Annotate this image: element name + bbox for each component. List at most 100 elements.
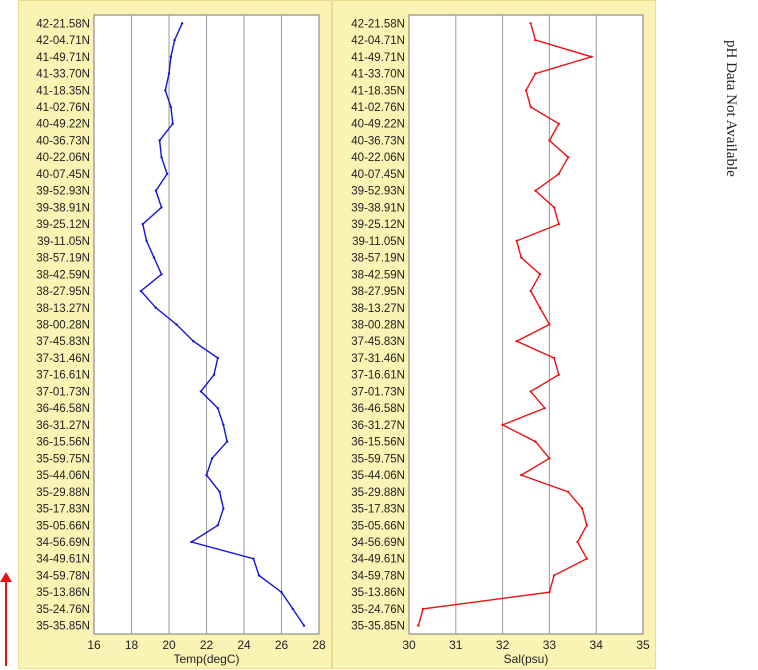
temp-y-tick-label: 36-15.56N <box>36 437 90 449</box>
sal-data-point <box>515 340 518 343</box>
temp-y-tick-label: 36-31.27N <box>36 420 90 432</box>
sal-y-tick-label: 39-52.93N <box>351 186 405 198</box>
sal-data-point <box>576 540 579 544</box>
sal-y-tick-label: 41-18.35N <box>351 85 405 97</box>
sal-y-tick-label: 35-05.66N <box>351 520 405 532</box>
temp-data-point <box>210 457 214 460</box>
temp-x-tick-label: 16 <box>87 638 101 652</box>
temp-y-tick-label: 35-13.86N <box>36 587 90 599</box>
temp-data-point <box>173 38 176 42</box>
temp-data-point <box>160 156 163 159</box>
sal-y-tick-label: 40-36.73N <box>351 135 405 147</box>
sal-data-point <box>557 373 560 376</box>
temp-data-point <box>171 122 174 125</box>
temp-data-point <box>158 139 161 142</box>
sal-y-tick-label: 35-29.88N <box>351 487 405 499</box>
temp-y-tick-label: 35-05.66N <box>36 520 90 532</box>
sal-data-point <box>548 457 551 460</box>
sal-y-tick-label: 39-11.05N <box>352 236 405 248</box>
temp-data-point <box>192 340 195 343</box>
sal-y-tick-label: 39-38.91N <box>351 202 405 214</box>
temp-y-tick-label: 40-22.06N <box>36 152 90 164</box>
sal-y-tick-label: 39-25.12N <box>351 219 405 231</box>
sal-data-point <box>501 423 504 427</box>
temp-y-tick-label: 38-42.59N <box>36 269 90 281</box>
temp-y-tick-label: 41-49.71N <box>36 52 90 64</box>
salinity-chart-panel: 30 31 32 33 34 35 42-21.58N 42-04.71N 41-49.71N 4… <box>332 0 656 669</box>
temp-y-tick-label: 37-16.61N <box>36 370 90 382</box>
temp-data-point <box>280 590 283 594</box>
temp-y-tick-label: 39-38.91N <box>36 202 90 214</box>
temp-data-point <box>216 406 219 410</box>
temp-y-tick-label: 38-27.95N <box>36 286 90 298</box>
temp-y-tick-label: 39-11.05N <box>37 236 90 248</box>
sal-data-point <box>534 189 537 192</box>
sal-y-tick-label: 35-59.75N <box>351 453 405 465</box>
sal-y-tick-label: 35-24.76N <box>351 604 405 616</box>
sal-data-point <box>557 122 560 125</box>
temp-data-point <box>190 540 193 544</box>
sal-data-point <box>538 306 542 309</box>
temp-data-point <box>291 607 294 611</box>
sal-y-tick-label: 37-45.83N <box>351 336 405 348</box>
temp-x-tick-label: 26 <box>275 638 289 652</box>
temp-y-tick-label: 36-46.58N <box>36 403 90 415</box>
sal-y-tick-label: 38-42.59N <box>351 269 405 281</box>
temp-data-point <box>222 507 225 510</box>
temp-data-point <box>152 256 156 259</box>
sal-data-point <box>534 72 537 75</box>
sal-x-tick-label: 32 <box>496 638 510 652</box>
temp-data-point <box>154 306 158 309</box>
temp-y-tick-label: 34-56.69N <box>36 537 90 549</box>
sal-data-point <box>552 574 556 577</box>
sal-y-tick-label: 37-16.61N <box>351 370 405 382</box>
temp-data-point <box>252 557 255 560</box>
temp-x-tick-label: 20 <box>162 638 176 652</box>
sal-plot-area <box>408 14 644 635</box>
temp-data-point <box>257 574 261 577</box>
sal-y-tick-label: 41-33.70N <box>351 69 405 81</box>
sal-y-tick-label: 37-01.73N <box>351 386 405 398</box>
salinity-chart: 30 31 32 33 34 35 42-21.58N 42-04.71N 41-49.71N 4… <box>351 14 650 666</box>
ph-unavailable-note: pH Data Not Available <box>722 40 752 290</box>
sal-data-point <box>557 222 560 226</box>
sal-y-tick-label: 34-59.78N <box>351 570 405 582</box>
temp-data-point <box>145 239 148 243</box>
sal-data-point <box>566 490 570 493</box>
temp-y-tick-label: 35-59.75N <box>36 453 90 465</box>
temp-data-point <box>167 72 171 75</box>
temp-x-tick-label: 22 <box>200 638 214 652</box>
temp-data-point <box>154 189 158 192</box>
sal-data-point <box>552 206 556 209</box>
sal-data-point <box>566 156 570 159</box>
temp-data-point <box>164 89 167 92</box>
sal-data-point <box>417 624 420 627</box>
direction-arrow-icon <box>0 572 12 666</box>
temp-data-point <box>225 440 229 443</box>
sal-data-point <box>585 524 589 527</box>
sal-x-tick-label: 35 <box>636 638 650 652</box>
sal-x-tick-label: 31 <box>449 638 463 652</box>
temp-y-tick-label: 35-17.83N <box>36 504 90 516</box>
sal-y-tick-label: 34-49.61N <box>351 554 405 566</box>
sal-data-point <box>524 89 528 92</box>
sal-data-point <box>421 607 425 611</box>
sal-y-tick-label: 35-17.83N <box>351 504 405 516</box>
sal-y-tick-label: 41-49.71N <box>351 52 405 64</box>
temp-y-tick-label: 35-44.06N <box>36 470 90 482</box>
temp-y-tick-label: 35-29.88N <box>36 487 90 499</box>
temp-y-tick-label: 42-04.71N <box>36 35 90 47</box>
temp-y-tick-label: 38-00.28N <box>36 320 90 332</box>
sal-data-point <box>585 557 589 560</box>
temp-y-tick-label: 34-59.78N <box>36 570 90 582</box>
sal-y-tick-label: 38-13.27N <box>351 303 405 315</box>
sal-data-point <box>557 172 560 176</box>
sal-y-tick-label: 40-22.06N <box>351 152 405 164</box>
temp-data-point <box>139 289 143 293</box>
temp-data-point <box>216 356 219 360</box>
temperature-chart: 16 18 20 22 24 26 28 42-21.58N 42-04.71N 41-49.71… <box>36 14 326 666</box>
temp-data-point <box>302 624 306 627</box>
sal-data-point <box>552 356 556 360</box>
temp-data-point <box>222 423 225 427</box>
sal-y-tick-label: 41-02.76N <box>351 102 405 114</box>
